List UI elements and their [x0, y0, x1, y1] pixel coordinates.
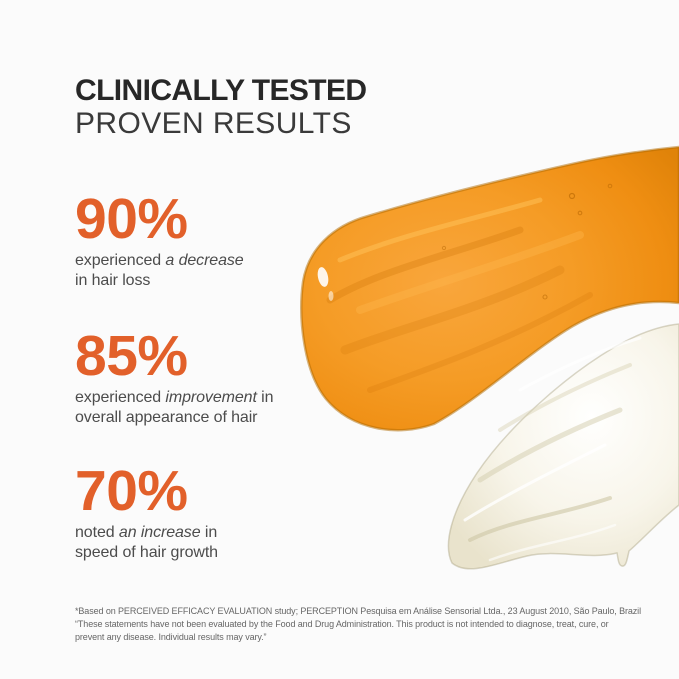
stat-block-growth-speed: 70% noted an increase in speed of hair gr… [75, 463, 218, 563]
disclaimer-line1: *Based on PERCEIVED EFFICACY EVALUATION … [75, 606, 641, 616]
stat-desc-emphasis: a decrease [165, 252, 244, 269]
disclaimer: *Based on PERCEIVED EFFICACY EVALUATION … [75, 605, 641, 643]
stat-desc-line2: in hair loss [75, 272, 151, 289]
stat-value: 85% [75, 324, 188, 388]
stat-desc-line2: overall appearance of hair [75, 409, 258, 426]
headline-line1: CLINICALLY TESTED [75, 74, 367, 107]
stat-desc-text: in [256, 389, 274, 406]
stat-description: experienced improvement in overall appear… [75, 388, 274, 428]
stat-block-hair-loss: 90% experienced a decrease in hair loss [75, 191, 244, 291]
stat-desc-text: experienced [75, 252, 166, 269]
stat-desc-text: noted [75, 524, 119, 541]
stat-desc-emphasis: improvement [165, 389, 257, 406]
stat-description: experienced a decrease in hair loss [75, 251, 244, 291]
stat-desc-text: experienced [75, 389, 166, 406]
stat-description: noted an increase in speed of hair growth [75, 523, 218, 563]
stat-value: 90% [75, 187, 188, 251]
stat-desc-text: in [200, 524, 218, 541]
disclaimer-line3: prevent any disease. Individual results … [75, 631, 267, 642]
stat-value: 70% [75, 459, 188, 523]
headline: CLINICALLY TESTED PROVEN RESULTS [75, 74, 367, 140]
stat-desc-line2: speed of hair growth [75, 544, 218, 561]
stat-block-appearance: 85% experienced improvement in overall ap… [75, 324, 274, 428]
disclaimer-line2: “These statements have not been evaluate… [75, 618, 609, 629]
headline-line2: PROVEN RESULTS [75, 107, 352, 140]
stat-desc-emphasis: an increase [118, 524, 201, 541]
white-cream-smear [447, 323, 679, 570]
orange-serum-smear [300, 145, 679, 432]
